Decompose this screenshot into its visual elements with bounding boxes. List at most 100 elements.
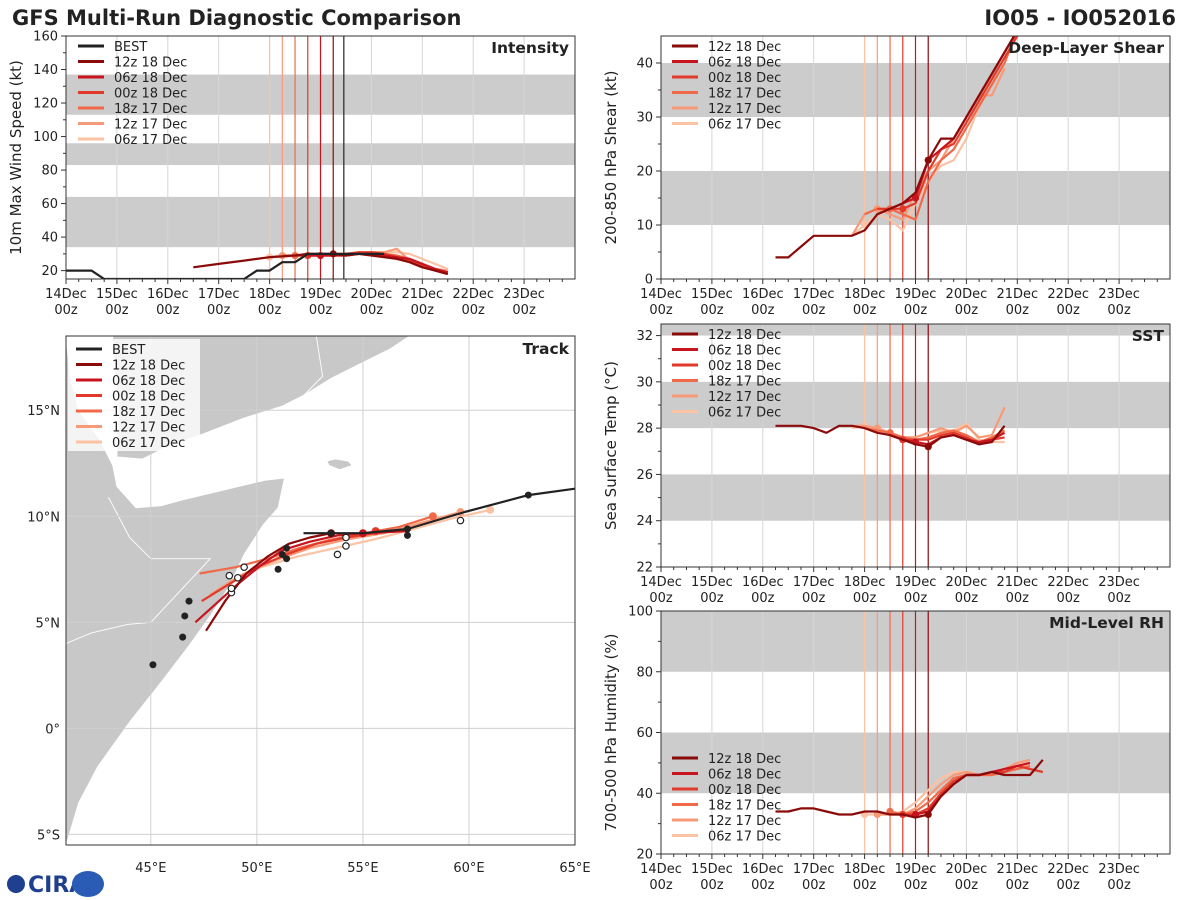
x-tick-day: 21Dec <box>401 287 443 302</box>
x-tick-day: 16Dec <box>742 287 784 302</box>
x-tick-hour: 00z <box>156 303 180 318</box>
series-line <box>889 431 1005 446</box>
x-tick-day: 17Dec <box>198 287 240 302</box>
best-track-point <box>274 565 282 573</box>
series-line <box>775 759 1044 819</box>
shear-panel: 01020304014Dec00z15Dec00z16Dec00z17Dec00… <box>602 35 1171 318</box>
forecast-point <box>342 542 350 550</box>
country-border <box>66 496 212 644</box>
x-tick-day: 22Dec <box>1047 862 1089 877</box>
x-tick-day: 20Dec <box>946 862 988 877</box>
track-line <box>230 508 491 583</box>
x-tick-day: 20Dec <box>946 575 988 590</box>
x-tick-day: 22Dec <box>452 287 494 302</box>
x-tick-hour: 00z <box>258 303 282 318</box>
legend-label: 12z 17 Dec <box>708 814 781 829</box>
panel-title: Intensity <box>491 39 569 57</box>
x-tick-hour: 00z <box>462 303 486 318</box>
x-tick-hour: 00z <box>853 303 877 318</box>
legend-label: 18z 17 Dec <box>708 87 781 102</box>
legend-label: 06z 17 Dec <box>708 118 781 133</box>
legend-label: 12z 17 Dec <box>112 421 185 436</box>
legend-label: BEST <box>114 40 147 55</box>
x-tick-day: 22Dec <box>1047 287 1089 302</box>
legend-label: 12z 18 Dec <box>114 56 187 71</box>
figure-title: GFS Multi-Run Diagnostic Comparison <box>12 6 461 30</box>
y-tick-label: 60 <box>636 726 653 741</box>
y-tick-label: 120 <box>33 97 58 112</box>
x-tick-hour: 00z <box>955 591 979 606</box>
lon-label: 60°E <box>453 861 484 876</box>
y-axis-label: Sea Surface Temp (°C) <box>602 361 620 530</box>
x-tick-hour: 00z <box>904 303 928 318</box>
init-point <box>924 156 932 164</box>
x-tick-hour: 00z <box>904 591 928 606</box>
panel-title: Track <box>523 340 570 358</box>
best-track-point <box>327 529 335 537</box>
x-tick-day: 18Dec <box>249 287 291 302</box>
x-tick-day: 23Dec <box>1098 575 1140 590</box>
y-tick-label: 32 <box>636 329 653 344</box>
x-tick-day: 15Dec <box>691 862 733 877</box>
legend-label: 12z 17 Dec <box>708 102 781 117</box>
track-panel: 45°E 50°E 55°E 60°E 65°E 15°N 10°N 5°N 0° 5°S Trac… <box>27 335 591 876</box>
x-tick-day: 14Dec <box>45 287 87 302</box>
logo-globe-icon <box>72 871 104 897</box>
legend-label: 00z 18 Dec <box>708 783 781 798</box>
forecast-point <box>333 550 342 559</box>
legend-label: 00z 18 Dec <box>114 87 187 102</box>
x-tick-day: 20Dec <box>946 287 988 302</box>
x-tick-hour: 00z <box>700 878 724 893</box>
legend-label: 18z 17 Dec <box>708 799 781 814</box>
y-tick-label: 30 <box>636 375 653 390</box>
panel-title: Deep-Layer Shear <box>1008 39 1164 57</box>
x-tick-hour: 00z <box>1057 303 1081 318</box>
x-tick-hour: 00z <box>649 303 673 318</box>
legend-label: 18z 17 Dec <box>708 375 781 390</box>
y-tick-label: 20 <box>636 165 653 180</box>
legend-label: 12z 17 Dec <box>708 390 781 405</box>
track-init-point <box>486 505 495 514</box>
y-tick-label: 60 <box>41 197 58 212</box>
legend-label: 18z 17 Dec <box>112 405 185 420</box>
x-tick-hour: 00z <box>512 303 536 318</box>
legend-label: 06z 18 Dec <box>708 768 781 783</box>
x-tick-day: 14Dec <box>640 575 682 590</box>
init-point <box>924 443 932 451</box>
x-tick-hour: 00z <box>802 303 826 318</box>
map-body <box>66 336 575 845</box>
y-axis-label: 10m Max Wind Speed (kt) <box>7 60 25 255</box>
x-tick-hour: 00z <box>1006 878 1030 893</box>
x-tick-hour: 00z <box>955 303 979 318</box>
x-tick-day: 17Dec <box>793 575 835 590</box>
y-tick-label: 40 <box>636 787 653 802</box>
legend-label: 00z 18 Dec <box>708 359 781 374</box>
intensity-panel: 2040608010012014016014Dec00z15Dec00z16De… <box>7 30 576 318</box>
best-track-point <box>524 491 532 499</box>
lat-label: 10°N <box>27 510 60 525</box>
x-tick-hour: 00z <box>1006 591 1030 606</box>
rh-panel: 2040608010014Dec00z15Dec00z16Dec00z17Dec… <box>602 605 1171 893</box>
legend-label: 12z 18 Dec <box>708 40 781 55</box>
legend-label: 12z 18 Dec <box>112 359 185 374</box>
x-tick-day: 23Dec <box>1098 862 1140 877</box>
x-tick-day: 18Dec <box>844 862 886 877</box>
y-tick-label: 20 <box>636 848 653 863</box>
x-tick-day: 23Dec <box>503 287 545 302</box>
panel-title: Mid-Level RH <box>1049 614 1164 632</box>
x-tick-hour: 00z <box>1107 303 1131 318</box>
legend-label: 06z 18 Dec <box>708 56 781 71</box>
x-tick-hour: 00z <box>1107 591 1131 606</box>
legend-label: 00z 18 Dec <box>112 390 185 405</box>
x-tick-day: 14Dec <box>640 287 682 302</box>
cira-logo: CIRA <box>7 871 104 898</box>
x-tick-day: 15Dec <box>691 575 733 590</box>
init-point <box>911 194 920 202</box>
y-axis-label: 200-850 hPa Shear (kt) <box>602 71 620 245</box>
x-tick-day: 19Dec <box>895 862 937 877</box>
x-tick-day: 21Dec <box>996 862 1038 877</box>
lat-label: 15°N <box>27 404 60 419</box>
y-tick-label: 40 <box>41 231 58 246</box>
y-axis-label: 700-500 hPa Humidity (%) <box>602 633 620 831</box>
y-tick-label: 22 <box>636 561 653 576</box>
